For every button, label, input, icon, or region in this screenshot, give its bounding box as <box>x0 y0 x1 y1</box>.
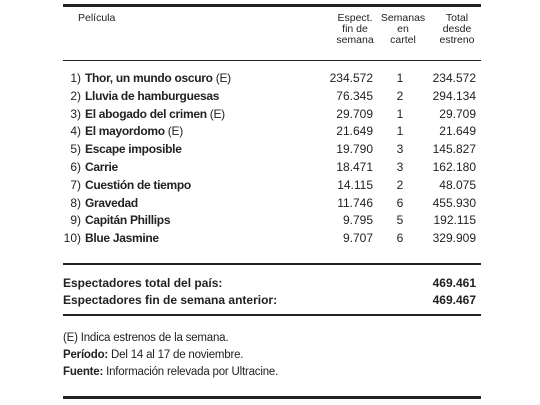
semanas-en-cartel: 1 <box>396 124 404 139</box>
table-row: 4) El mayordomo (E) 21.649 1 21.649 <box>63 123 481 140</box>
semanas-en-cartel: 5 <box>396 213 404 228</box>
espect-fin-semana: 19.790 <box>336 142 373 157</box>
header-rule <box>63 60 481 61</box>
rank-number: 3) <box>70 106 81 121</box>
rank-number: 9) <box>70 213 81 228</box>
totals-end-rule <box>63 314 481 316</box>
table-row: 9) Capitán Phillips 9.795 5 192.115 <box>63 212 481 229</box>
total-desde-estreno: 455.930 <box>432 195 476 210</box>
semanas-en-cartel: 3 <box>396 160 404 174</box>
espect-fin-semana: 9.795 <box>342 213 373 228</box>
semanas-en-cartel: 1 <box>396 71 404 85</box>
total-pais-label: Espectadores total del país: <box>63 276 223 290</box>
rank-number: 4) <box>70 124 81 139</box>
total-desde-estreno: 234.572 <box>432 71 476 85</box>
total-desde-estreno: 192.115 <box>433 213 477 228</box>
movie-title: Lluvia de hamburguesas <box>85 88 220 103</box>
note-periodo: Período: Del 14 al 17 de noviembre. <box>63 349 244 361</box>
movie-title: Cuestión de tiempo <box>85 177 191 192</box>
semanas-en-cartel: 2 <box>396 88 404 103</box>
semanas-en-cartel: 6 <box>396 195 404 210</box>
movie-title: Carrie <box>85 160 118 174</box>
table-row: 8) Gravedad 11.746 6 455.930 <box>63 195 481 212</box>
total-desde-estreno: 48.075 <box>439 177 476 192</box>
rank-number: 1) <box>70 71 81 85</box>
total-anterior-label: Espectadores fin de semana anterior: <box>63 293 278 307</box>
semanas-en-cartel: 1 <box>396 106 404 121</box>
note-fuente: Fuente: Información relevada por Ultraci… <box>63 366 279 378</box>
espect-fin-semana: 11.746 <box>337 195 373 210</box>
note-estrenos: (E) Indica estrenos de la semana. <box>63 332 229 344</box>
espect-fin-semana: 18.471 <box>336 160 373 174</box>
movie-title: El abogado del crimen (E) <box>85 106 225 121</box>
espect-fin-semana: 234.572 <box>329 71 373 85</box>
movie-title: El mayordomo (E) <box>85 124 183 139</box>
movie-title: Thor, un mundo oscuro (E) <box>85 71 231 85</box>
rank-number: 7) <box>70 177 81 192</box>
table-row: 1) Thor, un mundo oscuro (E) 234.572 1 234.5… <box>63 70 481 87</box>
espect-fin-semana: 76.345 <box>336 88 373 103</box>
estreno-tag: (E) <box>215 71 231 85</box>
col-header-total: Total desde estreno <box>439 12 475 46</box>
col-header-espect: Espect. fin de semana <box>336 12 374 46</box>
col-header-semanas: Semanas en cartel <box>380 12 426 46</box>
rank-number: 8) <box>70 195 81 210</box>
movie-title: Gravedad <box>85 195 138 210</box>
rank-number: 2) <box>70 88 81 103</box>
espect-fin-semana: 21.649 <box>336 124 373 139</box>
total-pais-value: 469.461 <box>432 276 476 290</box>
table-end-rule <box>63 263 481 265</box>
total-pais-row: Espectadores total del país: 469.461 <box>63 275 481 292</box>
rank-number: 10) <box>63 231 81 246</box>
table-row: 5) Escape imposible 19.790 3 145.827 <box>63 141 481 158</box>
total-desde-estreno: 21.649 <box>439 124 476 139</box>
top-rule <box>63 4 481 7</box>
col-header-pelicula: Película <box>78 12 116 24</box>
total-anterior-value: 469.467 <box>432 293 476 307</box>
semanas-en-cartel: 6 <box>396 231 404 246</box>
espect-fin-semana: 14.115 <box>337 177 373 192</box>
table-row: 3) El abogado del crimen (E) 29.709 1 29.709 <box>63 106 481 123</box>
espect-fin-semana: 29.709 <box>336 106 373 121</box>
total-anterior-row: Espectadores fin de semana anterior: 469… <box>63 292 481 309</box>
table-row: 7) Cuestión de tiempo 14.115 2 48.075 <box>63 177 481 194</box>
total-desde-estreno: 294.134 <box>432 88 476 103</box>
rank-number: 5) <box>70 142 81 157</box>
table-row: 2) Lluvia de hamburguesas 76.345 2 294.134 <box>63 88 481 105</box>
table-row: 10) Blue Jasmine 9.707 6 329.909 <box>63 230 481 247</box>
semanas-en-cartel: 3 <box>396 142 404 157</box>
movie-title: Capitán Phillips <box>85 213 171 228</box>
semanas-en-cartel: 2 <box>396 177 404 192</box>
total-desde-estreno: 329.909 <box>432 231 476 246</box>
total-desde-estreno: 162.180 <box>432 160 476 174</box>
rank-number: 6) <box>70 160 81 174</box>
table-row: 6) Carrie 18.471 3 162.180 <box>63 159 481 176</box>
espect-fin-semana: 9.707 <box>342 231 373 246</box>
estreno-tag: (E) <box>167 124 183 139</box>
total-desde-estreno: 29.709 <box>439 106 476 121</box>
total-desde-estreno: 145.827 <box>432 142 476 157</box>
bottom-rule <box>63 396 481 399</box>
movie-title: Escape imposible <box>85 142 182 157</box>
movie-title: Blue Jasmine <box>85 231 159 246</box>
estreno-tag: (E) <box>209 106 225 121</box>
